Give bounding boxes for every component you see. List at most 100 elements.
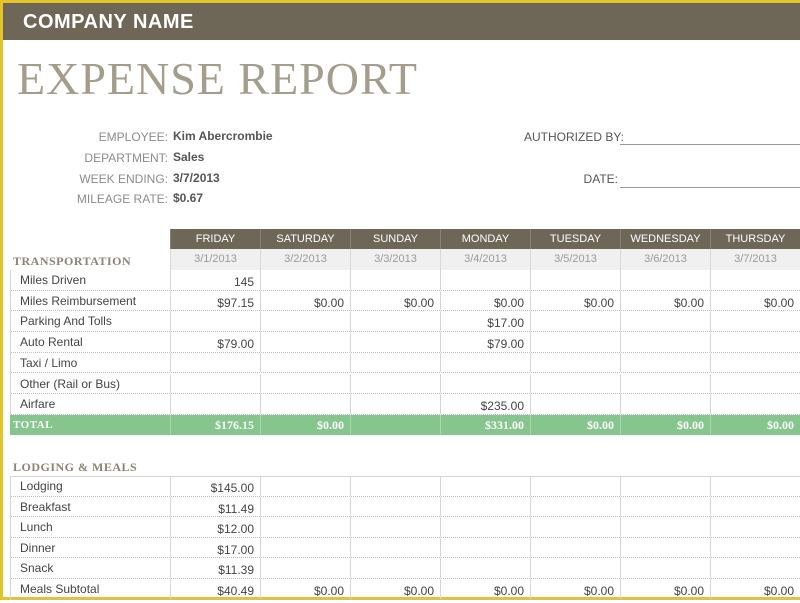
- employee-value[interactable]: Kim Abercrombie: [173, 129, 273, 143]
- table-cell[interactable]: [530, 496, 620, 517]
- table-cell[interactable]: [260, 373, 350, 394]
- table-cell[interactable]: [710, 311, 800, 332]
- authorized-by-field[interactable]: [620, 144, 800, 145]
- table-cell[interactable]: [440, 558, 530, 578]
- table-cell[interactable]: $17.00: [170, 537, 260, 558]
- table-cell[interactable]: $0.00: [530, 290, 620, 311]
- table-cell[interactable]: [530, 270, 620, 290]
- table-cell[interactable]: [260, 332, 350, 352]
- date-cell: 3/3/2013: [350, 249, 440, 270]
- table-cell[interactable]: [620, 394, 710, 414]
- table-cell[interactable]: $0.00: [710, 579, 800, 599]
- table-cell[interactable]: $0.00: [350, 579, 440, 599]
- table-cell[interactable]: $0.00: [620, 290, 710, 311]
- table-cell[interactable]: [260, 394, 350, 414]
- table-cell[interactable]: [440, 476, 530, 496]
- table-cell[interactable]: [440, 517, 530, 537]
- table-cell[interactable]: $0.00: [350, 290, 440, 311]
- table-cell[interactable]: [530, 332, 620, 352]
- table-cell[interactable]: $0.00: [260, 579, 350, 599]
- table-cell[interactable]: $235.00: [440, 394, 530, 414]
- table-cell[interactable]: [620, 558, 710, 578]
- table-cell[interactable]: $11.39: [170, 558, 260, 578]
- table-cell[interactable]: [530, 517, 620, 537]
- table-cell[interactable]: $0.00: [620, 579, 710, 599]
- table-cell[interactable]: [350, 558, 440, 578]
- table-cell[interactable]: [620, 352, 710, 373]
- table-cell[interactable]: [620, 537, 710, 558]
- table-cell[interactable]: [350, 352, 440, 373]
- table-cell[interactable]: $79.00: [440, 332, 530, 352]
- table-cell[interactable]: [350, 476, 440, 496]
- table-cell[interactable]: [530, 537, 620, 558]
- table-row: Parking And Tolls $17.00: [10, 311, 800, 333]
- table-cell[interactable]: [710, 496, 800, 517]
- table-cell[interactable]: [350, 496, 440, 517]
- table-cell[interactable]: 145: [170, 270, 260, 290]
- table-cell[interactable]: [440, 496, 530, 517]
- table-cell[interactable]: [440, 537, 530, 558]
- table-cell[interactable]: [710, 476, 800, 496]
- table-cell[interactable]: [530, 394, 620, 414]
- table-cell[interactable]: [260, 476, 350, 496]
- table-cell[interactable]: [620, 496, 710, 517]
- table-cell[interactable]: [530, 373, 620, 394]
- table-cell[interactable]: [260, 352, 350, 373]
- table-cell[interactable]: [350, 332, 440, 352]
- table-cell[interactable]: [170, 352, 260, 373]
- table-cell[interactable]: [530, 311, 620, 332]
- table-cell[interactable]: [440, 373, 530, 394]
- table-cell[interactable]: $12.00: [170, 517, 260, 537]
- table-cell[interactable]: [260, 270, 350, 290]
- table-cell[interactable]: [710, 394, 800, 414]
- table-cell[interactable]: [350, 537, 440, 558]
- table-cell[interactable]: [620, 373, 710, 394]
- table-cell[interactable]: [620, 311, 710, 332]
- table-cell[interactable]: [350, 270, 440, 290]
- table-cell[interactable]: [350, 517, 440, 537]
- table-cell[interactable]: [530, 558, 620, 578]
- table-cell[interactable]: [710, 558, 800, 578]
- table-cell[interactable]: $0.00: [440, 290, 530, 311]
- table-cell[interactable]: $0.00: [530, 579, 620, 599]
- table-cell[interactable]: [350, 394, 440, 414]
- table-cell[interactable]: [710, 270, 800, 290]
- table-cell[interactable]: [350, 311, 440, 332]
- table-cell[interactable]: [170, 311, 260, 332]
- table-cell[interactable]: [530, 352, 620, 373]
- table-cell[interactable]: [260, 311, 350, 332]
- table-cell[interactable]: [620, 476, 710, 496]
- table-cell[interactable]: [710, 517, 800, 537]
- table-cell[interactable]: [260, 517, 350, 537]
- department-value[interactable]: Sales: [173, 150, 205, 164]
- table-cell[interactable]: [170, 394, 260, 414]
- table-cell[interactable]: [440, 352, 530, 373]
- table-cell[interactable]: [170, 373, 260, 394]
- table-cell[interactable]: [440, 270, 530, 290]
- table-cell[interactable]: [710, 332, 800, 352]
- table-cell[interactable]: [620, 517, 710, 537]
- table-cell[interactable]: [710, 373, 800, 394]
- table-cell[interactable]: [710, 537, 800, 558]
- table-cell[interactable]: $0.00: [440, 579, 530, 599]
- table-cell[interactable]: $40.49: [170, 579, 260, 599]
- table-cell[interactable]: [620, 270, 710, 290]
- table-cell[interactable]: [620, 332, 710, 352]
- table-cell[interactable]: [350, 373, 440, 394]
- table-cell[interactable]: [260, 558, 350, 578]
- total-label: TOTAL: [13, 419, 53, 431]
- table-cell[interactable]: $17.00: [440, 311, 530, 332]
- table-cell[interactable]: $11.49: [170, 496, 260, 517]
- table-cell[interactable]: $97.15: [170, 290, 260, 311]
- table-cell[interactable]: $0.00: [710, 290, 800, 311]
- week-ending-value[interactable]: 3/7/2013: [173, 171, 220, 185]
- table-cell[interactable]: $79.00: [170, 332, 260, 352]
- table-cell[interactable]: $145.00: [170, 476, 260, 496]
- mileage-rate-value[interactable]: $0.67: [173, 191, 204, 205]
- table-cell[interactable]: $0.00: [260, 290, 350, 311]
- table-cell[interactable]: [260, 496, 350, 517]
- table-cell[interactable]: [260, 537, 350, 558]
- date-field[interactable]: [620, 187, 800, 188]
- table-cell[interactable]: [710, 352, 800, 373]
- table-cell[interactable]: [530, 476, 620, 496]
